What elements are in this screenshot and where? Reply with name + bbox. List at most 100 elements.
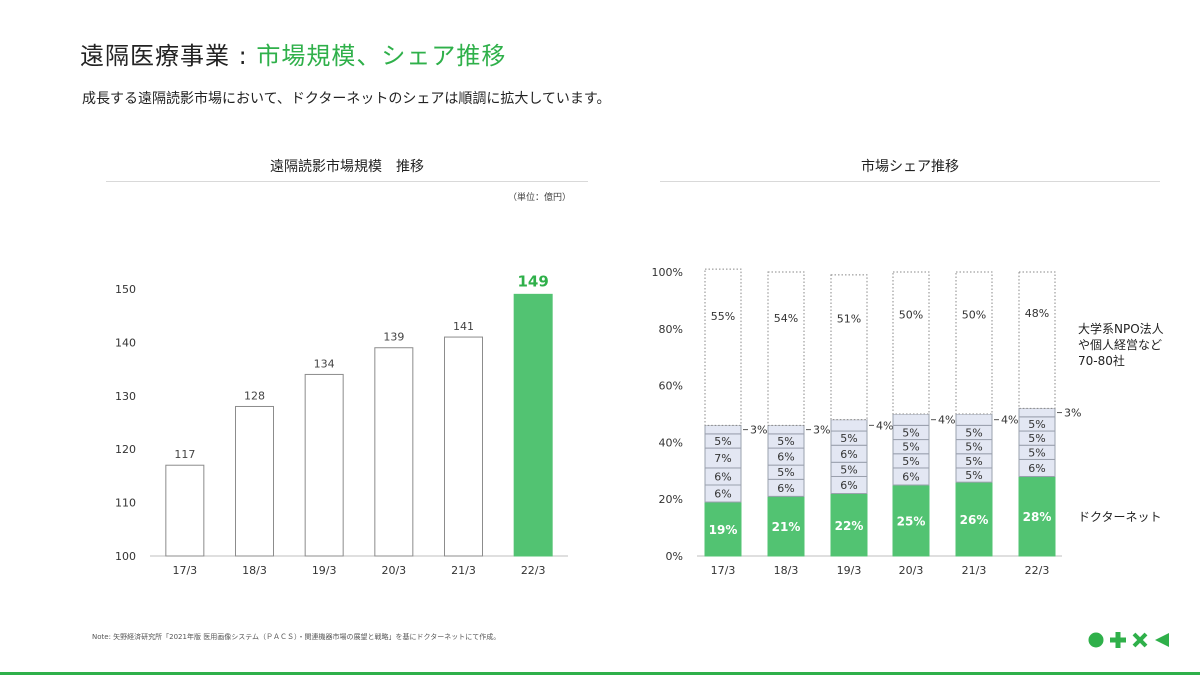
x-tick-label-21/3: 21/3 (451, 564, 476, 577)
x-tick-label-22/3: 22/3 (521, 564, 546, 577)
triangle-icon (1155, 633, 1169, 647)
market-size-divider (106, 181, 588, 182)
plus-icon (1110, 632, 1126, 648)
x-tick-label-21/3: 21/3 (962, 564, 987, 577)
label-17/3-3: 7% (714, 452, 731, 465)
label-21/3-1: 5% (965, 469, 982, 482)
label-19/3-5: 4% (876, 419, 893, 432)
label-21/3-6: 50% (962, 309, 986, 322)
label-22/3-3: 5% (1028, 432, 1045, 445)
segment-21/3-5 (955, 413, 993, 426)
bar-18/3 (235, 405, 274, 557)
y-tick-label-1: 110 (115, 497, 136, 510)
label-19/3-0: 22% (835, 519, 864, 533)
y-tick-label-5: 150 (115, 283, 136, 296)
label-21/3-0: 26% (960, 513, 989, 527)
bar-22/3 (513, 293, 553, 557)
label-21/3-4: 5% (965, 426, 982, 439)
x-tick-label-22/3: 22/3 (1025, 564, 1050, 577)
market-size-title: 遠隔読影市場規模 推移 (270, 159, 424, 175)
segment-17/3-0 (704, 501, 742, 557)
label-17/3-1: 6% (714, 488, 731, 501)
label-22/3-6: 48% (1025, 307, 1049, 320)
segment-22/3-6 (1018, 271, 1056, 409)
x-tick-label-20/3: 20/3 (899, 564, 924, 577)
value-label-18/3: 128 (244, 389, 265, 402)
brand-logo (1088, 632, 1170, 648)
bar-21/3 (444, 336, 483, 557)
y-tick-label-0: 100 (115, 550, 136, 563)
label-20/3-6: 50% (899, 309, 923, 322)
label-20/3-2: 5% (902, 455, 919, 468)
segment-19/3-5 (830, 419, 868, 432)
x-tick-label-17/3: 17/3 (711, 564, 736, 577)
legend-others: 大学系NPO法人 や個人経営など 70-80社 (1078, 321, 1164, 369)
segment-21/3-0 (955, 481, 993, 557)
unit-label: （単位：億円） (508, 193, 572, 203)
label-20/3-3: 5% (902, 441, 919, 454)
market-share-title: 市場シェア推移 (861, 159, 959, 175)
segment-18/3-5 (767, 424, 805, 435)
x-tick-label-19/3: 19/3 (312, 564, 337, 577)
label-22/3-1: 6% (1028, 462, 1045, 475)
label-18/3-0: 21% (772, 520, 801, 534)
y-tick-label-2: 40% (659, 436, 683, 449)
label-21/3-2: 5% (965, 455, 982, 468)
y-tick-label-1: 20% (659, 493, 683, 506)
segment-21/3-6 (955, 271, 993, 415)
legend-others-line-2: や個人経営など (1078, 338, 1163, 352)
label-17/3-6: 55% (711, 310, 735, 323)
y-tick-label-2: 120 (115, 443, 136, 456)
market-share-divider (660, 181, 1160, 182)
label-22/3-2: 5% (1028, 446, 1045, 459)
label-18/3-2: 5% (777, 466, 794, 479)
label-21/3-3: 5% (965, 441, 982, 454)
bottom-accent-line (0, 672, 1200, 675)
value-label-17/3: 117 (174, 448, 195, 461)
x-tick-label-19/3: 19/3 (837, 564, 862, 577)
x-tick-label-20/3: 20/3 (381, 564, 406, 577)
label-18/3-1: 6% (777, 482, 794, 495)
value-label-22/3: 149 (518, 272, 549, 290)
label-19/3-1: 6% (840, 479, 857, 492)
label-18/3-4: 5% (777, 435, 794, 448)
label-18/3-3: 6% (777, 451, 794, 464)
label-22/3-5: 3% (1064, 407, 1081, 420)
label-17/3-4: 5% (714, 435, 731, 448)
x-tick-label-18/3: 18/3 (242, 564, 267, 577)
page-subtitle: 成長する遠隔読影市場において、ドクターネットのシェアは順調に拡大しています。 (82, 91, 611, 107)
label-19/3-6: 51% (837, 312, 861, 325)
page-title-accent: 市場規模、シェア推移 (256, 42, 507, 70)
bar-19/3 (304, 373, 344, 557)
x-tick-label-17/3: 17/3 (172, 564, 197, 577)
bar-17/3 (165, 464, 205, 557)
y-tick-label-3: 60% (659, 380, 683, 393)
legend-others-line-1: 大学系NPO法人 (1078, 322, 1164, 336)
page-title-main: 遠隔医療事業 : (80, 42, 257, 70)
value-label-19/3: 134 (314, 357, 335, 370)
bar-20/3 (374, 347, 414, 557)
x-tick-label-18/3: 18/3 (774, 564, 799, 577)
segment-20/3-5 (892, 413, 930, 426)
segment-22/3-0 (1018, 475, 1056, 557)
label-18/3-5: 3% (813, 424, 830, 437)
market-share-chart: 0% 20% 40% 60% 80% 100% 19% 6% 6% 7% 5% 3% 55% 17/3 21… (652, 266, 1082, 577)
label-19/3-4: 5% (840, 432, 857, 445)
segment-20/3-6 (892, 271, 930, 415)
segment-22/3-5 (1018, 407, 1056, 418)
label-17/3-2: 6% (714, 470, 731, 483)
label-20/3-4: 5% (902, 426, 919, 439)
y-tick-label-3: 130 (115, 390, 136, 403)
label-20/3-5: 4% (938, 414, 955, 427)
value-label-21/3: 141 (453, 320, 474, 333)
label-19/3-2: 5% (840, 463, 857, 476)
segment-19/3-6 (830, 274, 868, 421)
segment-18/3-0 (767, 495, 805, 557)
label-20/3-1: 6% (902, 470, 919, 483)
market-size-chart: 100 110 120 130 140 150 117 17/3 128 18/3 134 19/3 1… (115, 272, 568, 577)
y-tick-label-4: 140 (115, 336, 136, 349)
label-18/3-6: 54% (774, 312, 798, 325)
page-title: 遠隔医療事業 : 市場規模、シェア推移 (80, 36, 506, 71)
label-19/3-3: 6% (840, 448, 857, 461)
label-22/3-4: 5% (1028, 418, 1045, 431)
